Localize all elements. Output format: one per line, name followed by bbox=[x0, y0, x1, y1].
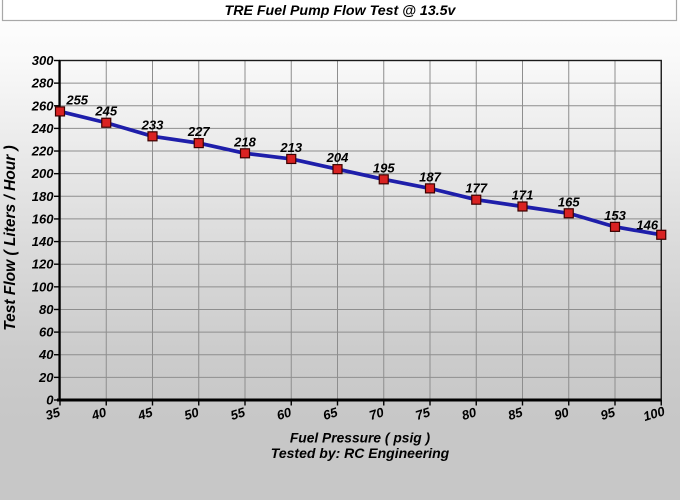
svg-text:160: 160 bbox=[32, 211, 54, 226]
svg-text:75: 75 bbox=[414, 404, 433, 423]
svg-text:65: 65 bbox=[321, 404, 340, 423]
svg-text:171: 171 bbox=[512, 187, 534, 202]
svg-text:Fuel Pressure ( psig ): Fuel Pressure ( psig ) bbox=[290, 431, 431, 446]
svg-text:100: 100 bbox=[641, 403, 667, 424]
svg-text:153: 153 bbox=[604, 208, 626, 223]
svg-text:204: 204 bbox=[326, 150, 349, 165]
svg-text:233: 233 bbox=[141, 117, 164, 132]
svg-text:0: 0 bbox=[46, 393, 54, 408]
svg-text:Tested by: RC Engineering: Tested by: RC Engineering bbox=[271, 445, 450, 461]
svg-text:187: 187 bbox=[419, 169, 441, 184]
svg-text:95: 95 bbox=[599, 404, 618, 423]
svg-text:220: 220 bbox=[31, 144, 54, 159]
svg-text:245: 245 bbox=[94, 104, 117, 119]
svg-text:100: 100 bbox=[32, 279, 54, 294]
svg-text:140: 140 bbox=[32, 234, 54, 249]
svg-text:227: 227 bbox=[187, 124, 210, 139]
svg-text:60: 60 bbox=[39, 325, 54, 340]
svg-text:255: 255 bbox=[65, 92, 88, 107]
svg-text:90: 90 bbox=[552, 404, 571, 423]
svg-text:80: 80 bbox=[460, 404, 479, 423]
svg-text:177: 177 bbox=[465, 181, 487, 196]
svg-text:60: 60 bbox=[275, 404, 294, 423]
svg-text:120: 120 bbox=[32, 257, 54, 272]
svg-text:240: 240 bbox=[31, 121, 54, 136]
svg-text:40: 40 bbox=[89, 404, 109, 423]
svg-text:85: 85 bbox=[506, 404, 525, 423]
svg-text:45: 45 bbox=[135, 404, 155, 423]
svg-text:50: 50 bbox=[182, 404, 201, 423]
svg-text:TRE Fuel Pump Flow Test @ 13.5: TRE Fuel Pump Flow Test @ 13.5v bbox=[225, 3, 457, 19]
svg-text:260: 260 bbox=[31, 98, 54, 113]
svg-text:300: 300 bbox=[32, 53, 54, 68]
svg-text:70: 70 bbox=[367, 404, 386, 423]
svg-text:146: 146 bbox=[636, 217, 658, 232]
svg-text:80: 80 bbox=[39, 302, 54, 317]
svg-text:195: 195 bbox=[373, 160, 395, 175]
svg-text:180: 180 bbox=[32, 189, 54, 204]
svg-text:280: 280 bbox=[31, 76, 54, 91]
svg-text:213: 213 bbox=[279, 140, 302, 155]
svg-text:35: 35 bbox=[44, 404, 63, 423]
svg-text:20: 20 bbox=[38, 370, 54, 385]
svg-text:55: 55 bbox=[229, 404, 248, 423]
svg-text:200: 200 bbox=[31, 166, 54, 181]
svg-text:218: 218 bbox=[233, 134, 256, 149]
svg-text:40: 40 bbox=[38, 347, 54, 362]
svg-text:Test Flow ( Liters / Hour ): Test Flow ( Liters / Hour ) bbox=[2, 145, 19, 330]
svg-text:165: 165 bbox=[558, 194, 580, 209]
